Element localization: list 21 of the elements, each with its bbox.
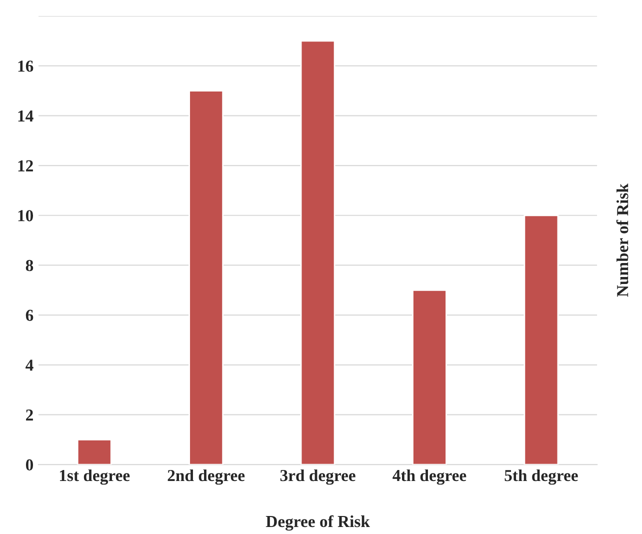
y-tick-label: 0 bbox=[26, 459, 34, 471]
y-axis-title: Number of Risk bbox=[616, 184, 628, 297]
x-tick-label: 1st degree bbox=[60, 469, 130, 485]
x-tick-label: 2nd degree bbox=[168, 469, 245, 485]
y-tick-label: 10 bbox=[18, 210, 34, 222]
bar bbox=[412, 289, 447, 465]
y-tick-label: 12 bbox=[18, 160, 33, 172]
bar bbox=[188, 90, 224, 465]
x-tick-label: 5th degree bbox=[504, 469, 578, 485]
x-axis-title: Degree of Risk bbox=[266, 515, 370, 531]
y-tick-label: 14 bbox=[18, 110, 34, 122]
y-tick-label: 16 bbox=[18, 60, 34, 72]
x-tick-label: 3rd degree bbox=[280, 469, 356, 485]
y-tick-label: 2 bbox=[26, 409, 33, 421]
x-tick-label: 4th degree bbox=[392, 469, 466, 485]
bar bbox=[300, 40, 336, 465]
y-tick-label: 6 bbox=[26, 310, 34, 322]
bar bbox=[524, 214, 559, 465]
y-tick-label: 4 bbox=[26, 360, 34, 371]
y-tick-label: 8 bbox=[26, 260, 34, 272]
bar bbox=[76, 438, 112, 465]
